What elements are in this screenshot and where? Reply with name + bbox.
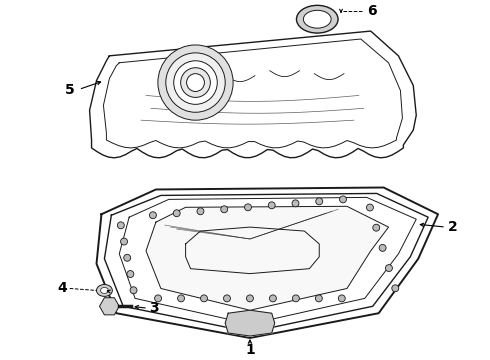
Circle shape [245, 204, 251, 211]
Polygon shape [146, 206, 389, 310]
Circle shape [293, 295, 299, 302]
Circle shape [339, 295, 345, 302]
Circle shape [392, 285, 399, 292]
Circle shape [166, 53, 225, 112]
Circle shape [270, 295, 276, 302]
Ellipse shape [303, 10, 331, 28]
Circle shape [223, 295, 230, 302]
Circle shape [221, 206, 228, 213]
Circle shape [118, 222, 124, 229]
Ellipse shape [296, 5, 338, 33]
Circle shape [340, 196, 346, 203]
Polygon shape [97, 188, 438, 338]
Circle shape [173, 210, 180, 217]
Ellipse shape [100, 288, 108, 293]
Text: 5: 5 [65, 84, 74, 98]
Circle shape [268, 202, 275, 209]
Circle shape [158, 45, 233, 120]
Text: 3: 3 [149, 301, 159, 315]
Circle shape [187, 74, 204, 91]
Circle shape [127, 271, 134, 278]
Circle shape [177, 295, 185, 302]
Ellipse shape [97, 284, 112, 296]
Circle shape [149, 212, 156, 219]
Circle shape [174, 61, 217, 104]
Circle shape [292, 200, 299, 207]
Text: 6: 6 [367, 4, 376, 18]
Circle shape [155, 295, 162, 302]
Circle shape [367, 204, 373, 211]
Text: 4: 4 [57, 282, 67, 296]
Circle shape [373, 224, 380, 231]
Circle shape [379, 244, 386, 251]
Polygon shape [90, 31, 417, 158]
Circle shape [246, 295, 253, 302]
Circle shape [316, 198, 323, 205]
Circle shape [124, 254, 131, 261]
Circle shape [316, 295, 322, 302]
Circle shape [386, 265, 392, 271]
Circle shape [130, 287, 137, 294]
Circle shape [197, 208, 204, 215]
Circle shape [121, 238, 127, 245]
Circle shape [200, 295, 207, 302]
Polygon shape [103, 39, 402, 148]
Text: 2: 2 [448, 220, 458, 234]
Polygon shape [225, 310, 275, 336]
Circle shape [181, 68, 210, 98]
Text: 1: 1 [245, 343, 255, 357]
